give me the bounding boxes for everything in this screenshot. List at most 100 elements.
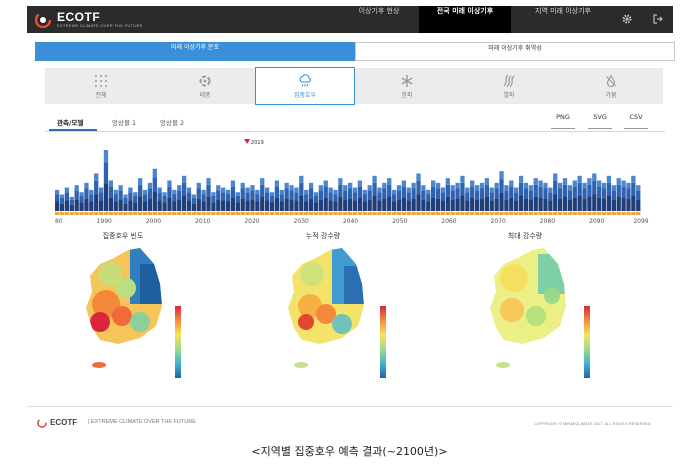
gear-icon[interactable] [621, 13, 633, 25]
chart-bar[interactable] [577, 175, 582, 215]
chart-bar[interactable] [548, 187, 553, 215]
export-csv-button[interactable]: CSV [624, 113, 648, 129]
chart-bar[interactable] [489, 187, 494, 215]
chart-bar[interactable] [186, 187, 192, 215]
chart-bar[interactable] [299, 175, 304, 215]
chart-bar[interactable] [343, 185, 348, 215]
chart-bar[interactable] [401, 180, 406, 216]
chart-bar[interactable] [538, 180, 543, 216]
chart-bar[interactable] [157, 187, 162, 215]
chart-bar[interactable] [245, 187, 250, 215]
chart-bar[interactable] [138, 178, 143, 215]
chart-bar[interactable] [553, 173, 558, 215]
chart-bar[interactable] [323, 180, 328, 216]
chart-bar[interactable] [162, 192, 167, 215]
chart-bar[interactable] [616, 178, 621, 215]
ecotf-logo-icon[interactable] [35, 12, 51, 28]
category-typhoon[interactable]: 태풍 [155, 68, 255, 104]
chart-bar[interactable] [211, 192, 216, 215]
chart-bar[interactable] [611, 185, 616, 215]
chart-bar[interactable] [113, 189, 118, 215]
chart-bar[interactable] [133, 192, 138, 215]
chart-bar[interactable] [572, 180, 577, 216]
chart-bar[interactable] [606, 175, 612, 215]
chart-bar[interactable] [621, 180, 626, 216]
chart-bar[interactable] [597, 180, 602, 216]
export-svg-button[interactable]: SVG [588, 113, 612, 129]
chart-bar[interactable] [103, 150, 109, 215]
chart-bar[interactable] [435, 182, 441, 215]
chart-bar[interactable] [372, 175, 377, 215]
export-png-button[interactable]: PNG [551, 113, 575, 129]
category-drought[interactable]: 가뭄 [561, 68, 661, 104]
logout-icon[interactable] [652, 13, 664, 25]
chart-bar[interactable] [528, 185, 533, 215]
chart-bar[interactable] [416, 173, 421, 215]
korea-map-frequency[interactable] [70, 244, 182, 374]
chart-bar[interactable] [494, 182, 499, 215]
chart-bar[interactable] [69, 196, 74, 215]
chart-bar[interactable] [230, 180, 236, 216]
chart-bar[interactable] [431, 180, 436, 216]
view-tab-ensemble-2[interactable]: 앙상블 2 [160, 119, 185, 127]
chart-bar[interactable] [499, 171, 504, 215]
chart-bar[interactable] [357, 180, 363, 216]
nav-tab-national-future-climate[interactable]: 전국 미래 이상기후 [419, 6, 511, 33]
chart-bar[interactable] [89, 189, 94, 215]
chart-bar[interactable] [426, 189, 431, 215]
chart-bar[interactable] [557, 182, 563, 215]
chart-bar[interactable] [98, 187, 104, 215]
chart-bar[interactable] [181, 175, 187, 215]
chart-bar[interactable] [562, 178, 568, 215]
chart-bar[interactable] [64, 187, 70, 215]
category-heat-wave[interactable]: 열파 [459, 68, 559, 104]
chart-bar[interactable] [631, 175, 636, 215]
chart-bar[interactable] [216, 185, 221, 215]
chart-bar[interactable] [284, 182, 289, 215]
chart-bar[interactable] [626, 182, 631, 215]
chart-bar[interactable] [196, 182, 201, 215]
chart-bar[interactable] [250, 185, 255, 215]
chart-bar[interactable] [514, 187, 519, 215]
chart-bar[interactable] [450, 185, 455, 215]
chart-bar[interactable] [108, 180, 113, 216]
chart-bar[interactable] [470, 180, 475, 216]
chart-bar[interactable] [201, 189, 206, 215]
chart-bar[interactable] [338, 178, 343, 215]
nav-tab-climate-phenomena[interactable]: 이상기후 현상 [358, 7, 400, 15]
category-heavy-rain[interactable]: 집중호우 [255, 67, 355, 105]
chart-bar[interactable] [509, 180, 514, 216]
chart-bar[interactable] [333, 189, 338, 215]
view-tab-observation-model[interactable]: 관측/모델 [57, 119, 84, 127]
chart-bar[interactable] [406, 187, 411, 215]
chart-bar[interactable] [523, 182, 529, 215]
chart-bar[interactable] [225, 189, 231, 215]
korea-map-cumulative[interactable] [272, 244, 384, 374]
chart-bar[interactable] [79, 192, 84, 215]
chart-bar[interactable] [269, 192, 275, 215]
chart-bar[interactable] [172, 189, 177, 215]
chart-bar[interactable] [177, 185, 182, 215]
chart-bar[interactable] [313, 192, 319, 215]
chart-bar[interactable] [387, 178, 392, 215]
year-marker-icon[interactable] [244, 139, 251, 144]
chart-bar[interactable] [352, 187, 358, 215]
chart-bar[interactable] [396, 185, 402, 215]
rainfall-bar-chart[interactable]: 1980 1990 2000 2010 2020 2030 2040 2050 2060 2070… [55, 136, 651, 228]
chart-bar[interactable] [264, 187, 270, 215]
chart-bar[interactable] [240, 182, 245, 215]
chart-bar[interactable] [294, 187, 299, 215]
chart-bar[interactable] [128, 187, 133, 215]
chart-bar[interactable] [318, 185, 323, 215]
chart-bar[interactable] [221, 187, 226, 215]
chart-bar[interactable] [582, 182, 587, 215]
chart-bar[interactable] [308, 182, 314, 215]
chart-bar[interactable] [592, 173, 597, 215]
category-cold-wave[interactable]: 한파 [357, 68, 457, 104]
chart-bar[interactable] [518, 175, 524, 215]
chart-bar[interactable] [543, 182, 548, 215]
chart-bar[interactable] [167, 180, 172, 216]
chart-bar[interactable] [260, 178, 265, 215]
chart-bar[interactable] [94, 173, 99, 215]
chart-bar[interactable] [289, 185, 294, 215]
